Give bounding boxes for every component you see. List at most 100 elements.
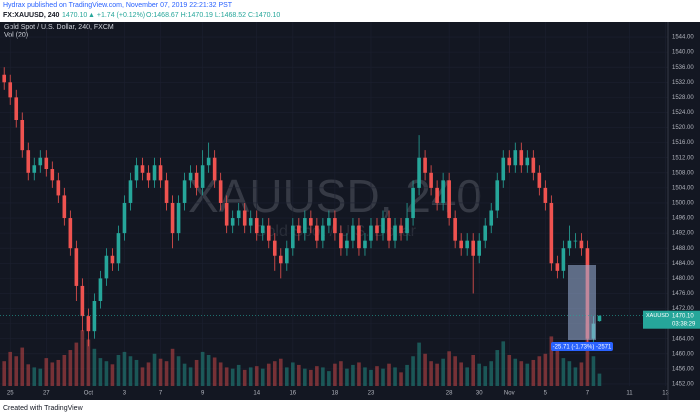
volume-bar bbox=[297, 364, 301, 386]
candle-body bbox=[453, 218, 457, 241]
candle-body bbox=[393, 225, 397, 241]
candle-body bbox=[303, 218, 307, 234]
candle-body bbox=[284, 248, 289, 264]
x-tick-label: 13 bbox=[662, 391, 669, 397]
volume-bar bbox=[278, 358, 283, 386]
candle-body bbox=[363, 240, 367, 249]
volume-bar bbox=[236, 364, 241, 386]
candle-body bbox=[459, 240, 463, 249]
candle-body bbox=[537, 172, 542, 188]
volume-bar bbox=[26, 364, 31, 386]
volume-bar bbox=[122, 351, 127, 386]
volume-bar bbox=[110, 364, 115, 386]
volume-bar bbox=[260, 368, 265, 386]
x-tick-label: 9 bbox=[201, 391, 205, 397]
volume-bar bbox=[176, 356, 181, 386]
plot: 1452.001456.001460.001464.001468.001472.… bbox=[0, 22, 694, 397]
volume-bar bbox=[68, 350, 73, 386]
y-tick-label: 1464.00 bbox=[672, 336, 694, 342]
candle-body bbox=[128, 180, 133, 203]
chart-title: Gold Spot / U.S. Dollar, 240, FXCM bbox=[4, 24, 114, 31]
volume-bar bbox=[387, 363, 391, 386]
candle-body bbox=[188, 172, 193, 181]
candle-body bbox=[134, 165, 139, 181]
indicator: Vol (20) bbox=[4, 32, 28, 39]
volume-bar bbox=[513, 358, 518, 386]
volume-bar bbox=[465, 367, 469, 386]
candle-body bbox=[182, 180, 187, 203]
y-tick-label: 1496.00 bbox=[672, 216, 694, 222]
volume-bar bbox=[38, 368, 43, 386]
volume-bar bbox=[327, 371, 331, 386]
volume-bar bbox=[303, 368, 307, 386]
volume-bar bbox=[567, 361, 572, 386]
volume-bar bbox=[507, 355, 512, 386]
candle-body bbox=[369, 225, 373, 241]
candle-body bbox=[339, 233, 343, 249]
volume-bar bbox=[417, 342, 421, 386]
x-tick-label: 28 bbox=[446, 391, 453, 397]
candle-body bbox=[507, 157, 512, 166]
volume-bar bbox=[206, 355, 211, 386]
symbol: FX:XAUUSD, 240 bbox=[3, 12, 60, 19]
y-tick-label: 1484.00 bbox=[672, 261, 694, 267]
candle-body bbox=[555, 263, 560, 271]
candle-body bbox=[20, 120, 25, 151]
candle-body bbox=[513, 150, 518, 166]
measure-label: -25.71 (-1.73%) -2571 bbox=[553, 345, 612, 351]
volume-bar bbox=[363, 367, 367, 386]
y-tick-label: 1476.00 bbox=[672, 291, 694, 297]
volume-bar bbox=[549, 336, 554, 386]
x-tick-label: 11 bbox=[626, 391, 633, 397]
candle-body bbox=[218, 180, 223, 203]
volume-bar bbox=[543, 353, 548, 386]
y-tick-label: 1536.00 bbox=[672, 65, 694, 71]
candle-body bbox=[176, 202, 181, 234]
candle-body bbox=[579, 240, 584, 249]
candle-body bbox=[531, 157, 536, 173]
volume-bar bbox=[86, 339, 91, 386]
candle-body bbox=[266, 225, 271, 241]
candle-body bbox=[272, 240, 277, 256]
volume-bar bbox=[315, 366, 319, 386]
volume-bar bbox=[158, 358, 163, 386]
measure-box bbox=[568, 265, 596, 340]
volume-bar bbox=[224, 367, 229, 386]
candle-body bbox=[483, 225, 488, 241]
candle-body bbox=[327, 218, 331, 226]
publisher: Hydrax published on TradingView.com, Nov… bbox=[3, 2, 233, 9]
ohlc: O:1468.67 H:1470.19 L:1468.52 C:1470.10 bbox=[146, 12, 280, 19]
volume-bar bbox=[182, 363, 187, 386]
candle-body bbox=[80, 285, 85, 317]
volume-bar bbox=[519, 361, 524, 386]
candle-body bbox=[152, 165, 157, 181]
candle-body bbox=[2, 74, 7, 83]
x-tick-label: 25 bbox=[7, 391, 14, 397]
candle-body bbox=[206, 157, 211, 166]
volume-bar bbox=[525, 363, 530, 386]
y-tick-label: 1516.00 bbox=[672, 140, 694, 146]
candle-body bbox=[465, 240, 469, 249]
candle-body bbox=[309, 218, 313, 226]
volume-bar bbox=[134, 359, 139, 386]
volume-bar bbox=[284, 367, 289, 386]
volume-bar bbox=[56, 359, 61, 386]
candle-body bbox=[345, 240, 349, 249]
volume-bar bbox=[381, 368, 385, 386]
volume-bar bbox=[531, 359, 536, 386]
candle-body bbox=[375, 225, 379, 234]
candle-body bbox=[561, 248, 566, 271]
volume-bar bbox=[194, 359, 199, 386]
volume-bar bbox=[357, 362, 361, 386]
volume-bar bbox=[152, 353, 157, 386]
candle-body bbox=[86, 316, 91, 332]
volume-bar bbox=[339, 361, 343, 386]
candle-body bbox=[8, 82, 13, 98]
candle-body bbox=[573, 240, 578, 242]
candle-body bbox=[597, 315, 602, 322]
volume-bar bbox=[333, 363, 337, 386]
candle-body bbox=[387, 218, 391, 241]
candle-body bbox=[92, 301, 97, 332]
candle-body bbox=[423, 157, 427, 173]
